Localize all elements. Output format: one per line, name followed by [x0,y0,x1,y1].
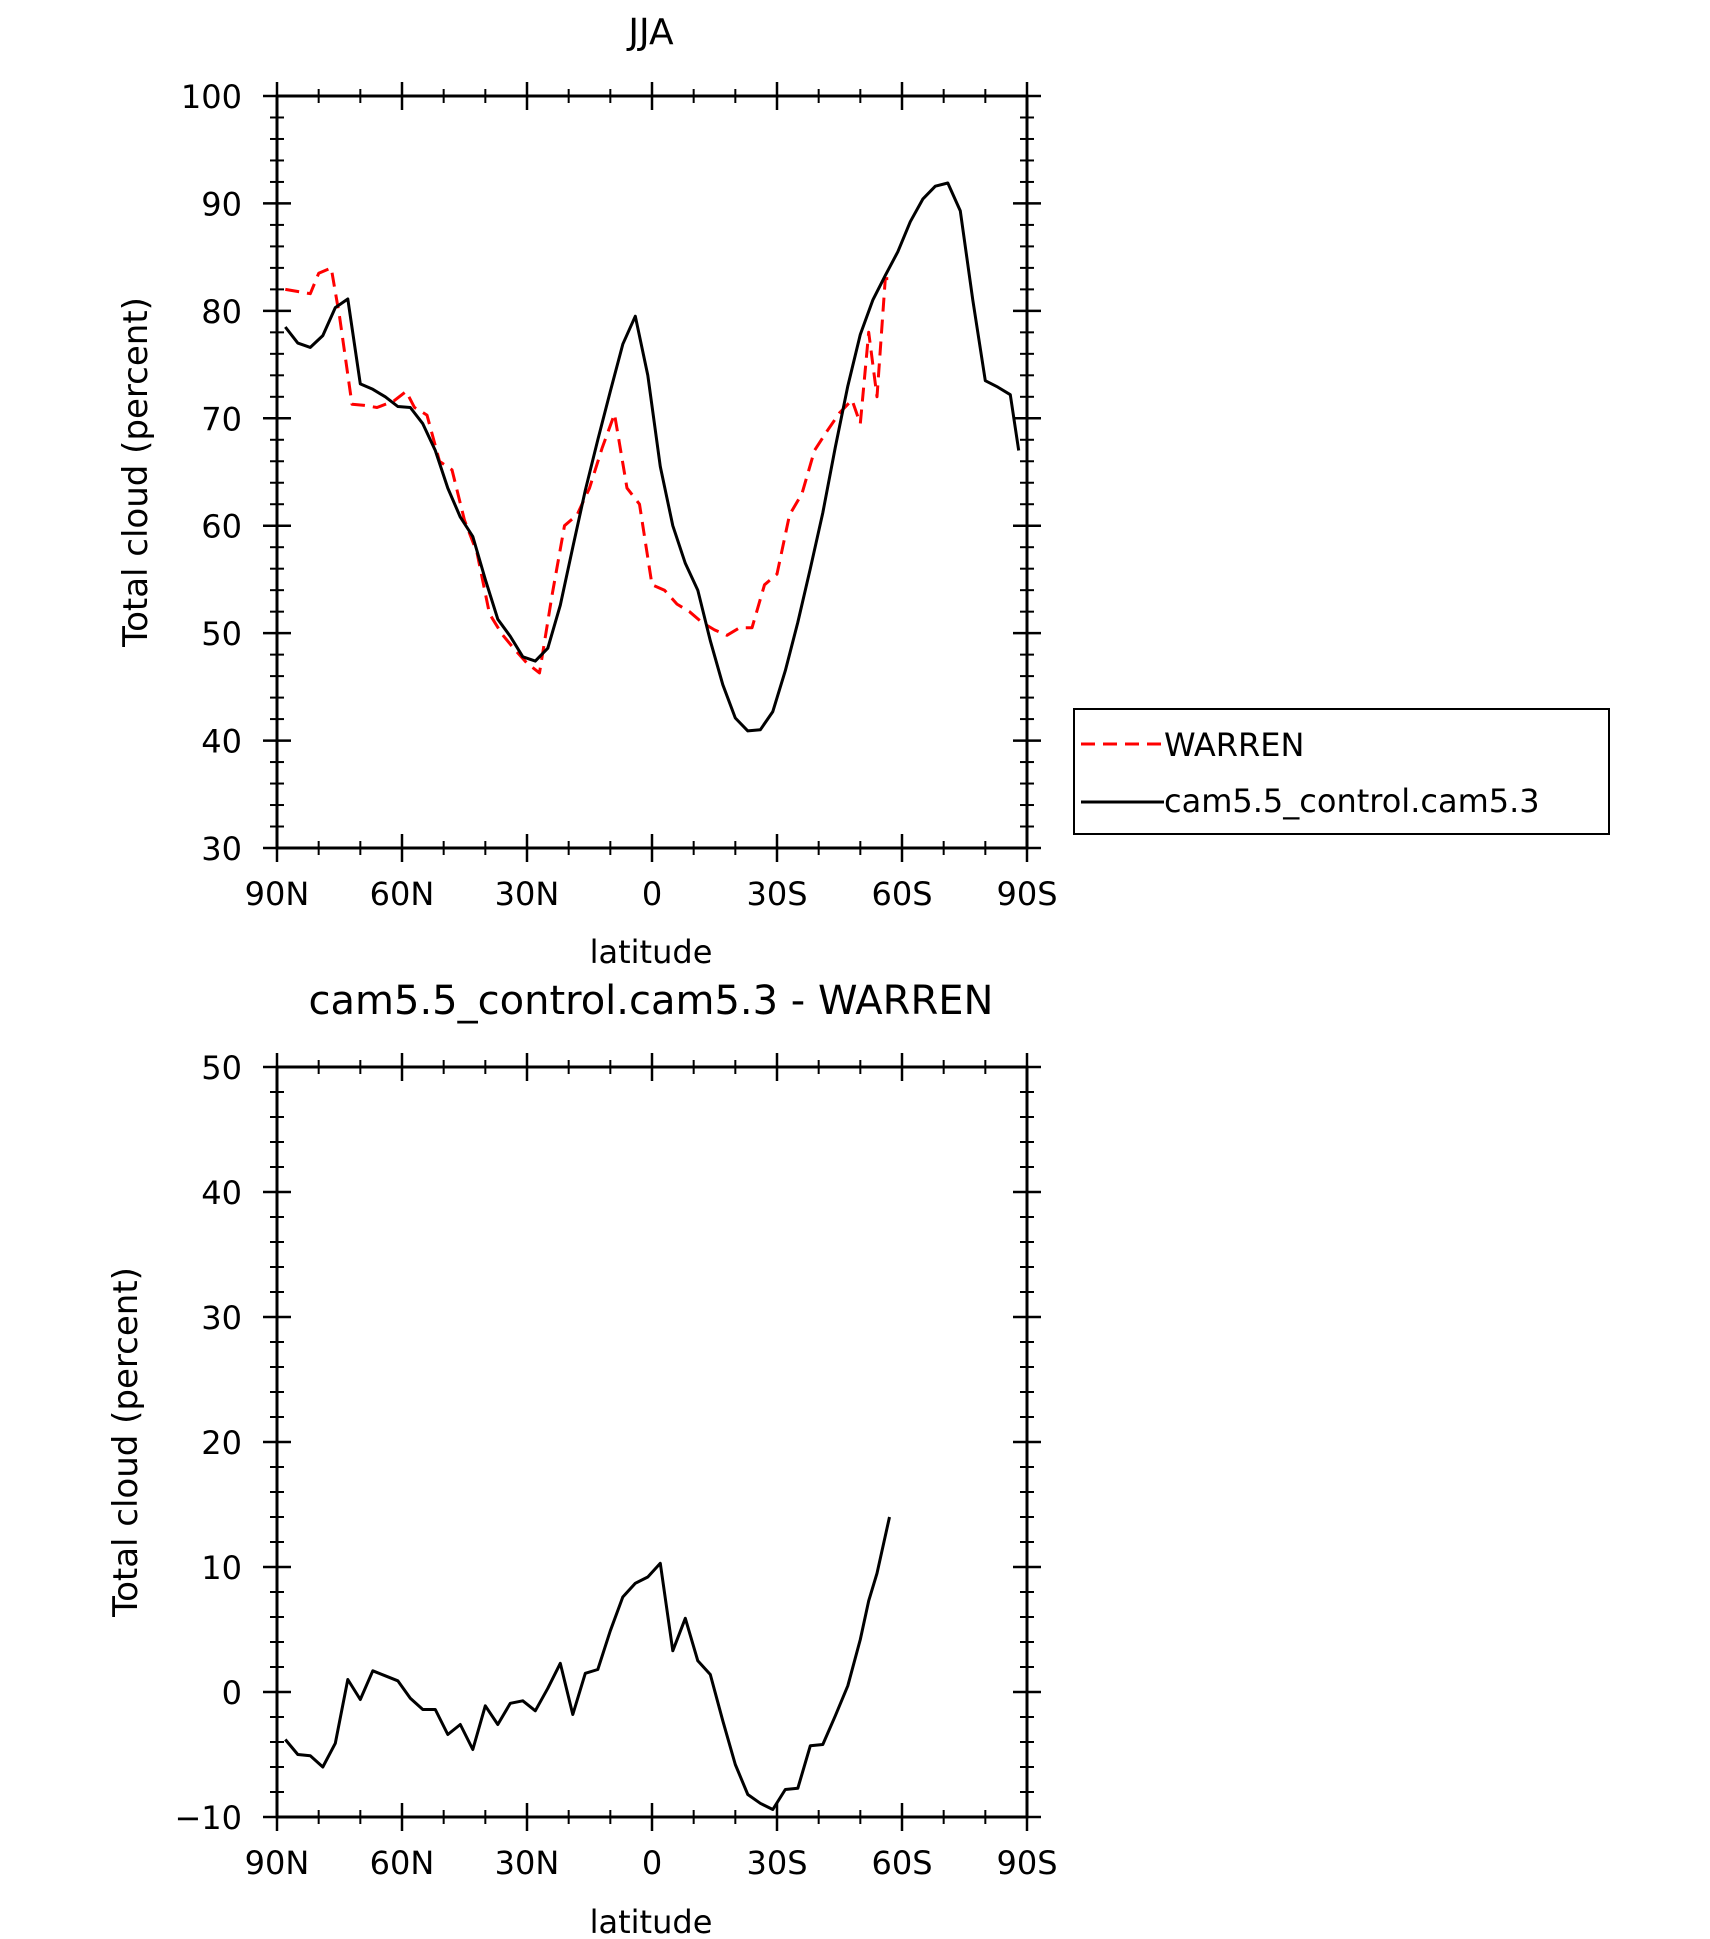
x-tick-label-top: 60S [871,875,932,913]
plot-frame-bottom [275,1065,1029,1819]
y-tick-label-top: 90 [201,185,242,223]
y-tick-label-top: 50 [201,615,242,653]
y-tick-label-bottom: 20 [201,1424,242,1462]
x-tick-label-top: 30S [746,875,807,913]
series-line-cam5-5-control-cam5-3 [284,181,1021,733]
x-axis-label-bottom: latitude [590,1903,713,1939]
series-bottom [284,1516,891,1811]
series-line-difference [284,1516,891,1811]
x-tick-label-top: 90S [996,875,1057,913]
x-tick-label-bottom: 90S [996,1844,1057,1882]
legend: WARREN cam5.5_control.cam5.3 [1073,708,1610,835]
y-axis-label-bottom: Total cloud (percent) [106,1267,146,1618]
x-tick-labels-bottom: 90N 60N 30N 0 30S 60S 90S [245,1844,1058,1882]
chart-title-top: JJA [626,12,674,53]
x-tick-label-top: 30N [495,875,560,913]
series-top [284,181,1021,733]
y-tick-label-top: 80 [201,293,242,331]
x-tick-label-top: 90N [245,875,310,913]
y-tick-label-top: 40 [201,723,242,761]
y-axis-label-top: Total cloud (percent) [116,297,156,648]
legend-label-warren: WARREN [1164,726,1304,764]
x-tick-label-top: 0 [642,875,662,913]
y-tick-label-bottom: 0 [222,1674,242,1712]
x-tick-label-bottom: 30S [746,1844,807,1882]
x-axis-label-top: latitude [590,933,713,971]
plot-frame-top [275,94,1029,850]
x-tick-label-bottom: 0 [642,1844,662,1882]
panel-bottom: cam5.5_control.cam5.3 - WARREN −10 0 10 20 3… [106,978,1058,1939]
y-tick-label-bottom: 50 [201,1049,242,1087]
series-line-warren [285,266,892,675]
y-tick-label-top: 30 [201,830,242,868]
y-tick-label-bottom: 30 [201,1299,242,1337]
x-tick-label-top: 60N [370,875,435,913]
y-tick-label-top: 60 [201,508,242,546]
y-tick-labels-top: 30 40 50 60 70 80 90 100 [181,78,242,868]
x-tick-label-bottom: 60S [871,1844,932,1882]
y-tick-label-top: 70 [201,400,242,438]
x-tick-label-bottom: 30N [495,1844,560,1882]
y-tick-label-top: 100 [181,78,242,116]
x-tick-label-bottom: 60N [370,1844,435,1882]
y-tick-label-bottom: 40 [201,1174,242,1212]
legend-label-cam: cam5.5_control.cam5.3 [1164,782,1540,820]
y-tick-labels-bottom: −10 0 10 20 30 40 50 [174,1049,242,1837]
ticks-bottom [263,1053,1041,1831]
legend-box [1073,708,1610,835]
x-tick-label-bottom: 90N [245,1844,310,1882]
x-tick-labels-top: 90N 60N 30N 0 30S 60S 90S [245,875,1058,913]
chart-title-bottom: cam5.5_control.cam5.3 - WARREN [309,978,994,1024]
y-tick-label-bottom: 10 [201,1549,242,1587]
ticks-top [263,82,1041,862]
y-tick-label-bottom: −10 [174,1799,242,1837]
